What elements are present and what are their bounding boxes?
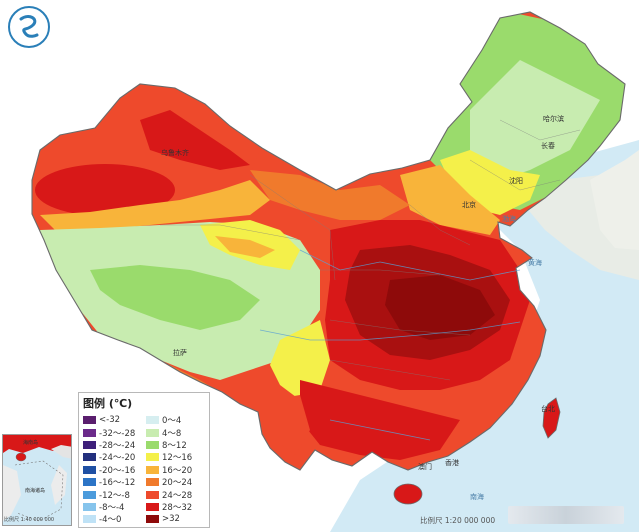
legend-swatch xyxy=(83,453,96,462)
legend-swatch xyxy=(146,478,159,487)
region-south-china xyxy=(300,380,460,460)
sea-label: 南海 xyxy=(470,493,484,501)
region-junggar-hot xyxy=(140,110,250,170)
legend-label: 28～32 xyxy=(162,502,193,513)
region-yangtze-extreme xyxy=(385,275,495,340)
region-qaidam-warm xyxy=(215,236,275,258)
inset-label: 海南岛 xyxy=(23,440,39,446)
legend-swatch xyxy=(146,515,159,524)
legend-item: -20～-16 xyxy=(83,464,142,476)
legend-swatch xyxy=(83,478,96,487)
inset-label: 南海诸岛 xyxy=(25,488,46,494)
legend-item: 20～24 xyxy=(146,476,205,488)
legend-label: <-32 xyxy=(99,415,121,426)
legend-swatch xyxy=(146,428,159,437)
region-yunnan-south xyxy=(270,395,310,455)
legend-label: -32～-28 xyxy=(99,428,136,439)
legend-label: -24～-20 xyxy=(99,453,136,464)
city-label: 沈阳 xyxy=(509,177,523,185)
legend-swatch xyxy=(146,502,159,511)
legend-label: >32 xyxy=(162,514,180,525)
legend-label: -28～-24 xyxy=(99,440,136,451)
city-label: 乌鲁木齐 xyxy=(161,149,189,157)
south-china-sea-inset: 海南岛 南海诸岛 比例尺 1:40 000 000 xyxy=(2,434,72,526)
legend-swatch xyxy=(146,416,159,425)
city-label: 长春 xyxy=(541,142,555,150)
legend-item: -16～-12 xyxy=(83,476,142,488)
legend-swatch xyxy=(146,440,159,449)
legend-grid: <-32 -32～-28 -28～-24 -24～-20 -20～-16 -16～-12-… xyxy=(83,414,205,526)
legend-label: -4～0 xyxy=(99,515,122,526)
sea-label: 黄海 xyxy=(528,259,542,267)
inset-map xyxy=(3,435,71,525)
legend-label: 12～16 xyxy=(162,453,193,464)
legend-swatch xyxy=(83,502,96,511)
region-northeast-cool xyxy=(470,60,600,180)
legend-item: 16～20 xyxy=(146,464,205,476)
legend-swatch xyxy=(83,515,96,524)
legend-label: -20～-16 xyxy=(99,465,136,476)
legend-swatch xyxy=(83,465,96,474)
scale-label: 比例尺 1:20 000 000 xyxy=(420,516,496,525)
legend-item: -12～-8 xyxy=(83,488,142,501)
legend-swatch xyxy=(146,490,159,499)
watermark-blur xyxy=(508,506,624,524)
legend-title: 图例 (℃) xyxy=(83,397,133,410)
legend-label: 20～24 xyxy=(162,478,193,489)
sea-label: 渤海 xyxy=(502,215,516,223)
inset-scale-caption: 比例尺 1:40 000 000 xyxy=(4,517,55,523)
legend-item: 8～12 xyxy=(146,439,205,451)
city-label: 香港 xyxy=(445,459,459,467)
china-outline xyxy=(31,11,626,471)
legend-label: -16～-12 xyxy=(99,478,136,489)
legend-swatch xyxy=(83,440,96,449)
legend-item: -32～-28 xyxy=(83,426,142,439)
legend-item: -4～0 xyxy=(83,513,142,525)
legend-swatch xyxy=(146,453,159,462)
city-label: 哈尔滨 xyxy=(543,115,564,123)
legend-label: -8～-4 xyxy=(99,502,125,513)
legend-item: -28～-24 xyxy=(83,439,142,451)
legend-swatch xyxy=(83,490,96,499)
region-tarim-hot xyxy=(35,164,175,216)
legend-item: 28～32 xyxy=(146,501,205,513)
region-tibet-inner xyxy=(90,265,260,330)
legend-item: <-32 xyxy=(83,414,142,426)
legend-item: 0～4 xyxy=(146,414,205,426)
legend: 图例 (℃) <-32 -32～-28 -28～-24 -24～-20 -20～-16 -… xyxy=(78,392,210,528)
city-label: 澳门 xyxy=(418,463,432,471)
taiwan-island xyxy=(542,397,561,439)
legend-swatch xyxy=(83,416,96,425)
legend-item: -8～-4 xyxy=(83,501,142,513)
city-label: 拉萨 xyxy=(173,349,187,357)
legend-label: -12～-8 xyxy=(99,490,130,501)
legend-item: -24～-20 xyxy=(83,451,142,463)
legend-item: >32 xyxy=(146,513,205,525)
hainan-island xyxy=(393,483,423,505)
legend-label: 24～28 xyxy=(162,490,193,501)
legend-swatch xyxy=(146,465,159,474)
legend-label: 0～4 xyxy=(162,416,182,427)
legend-label: 16～20 xyxy=(162,465,193,476)
legend-label: 8～12 xyxy=(162,440,187,451)
legend-swatch xyxy=(83,428,96,437)
legend-item: 12～16 xyxy=(146,451,205,463)
legend-item: 24～28 xyxy=(146,488,205,501)
neighbor-land xyxy=(590,150,639,250)
city-label: 台北 xyxy=(541,405,555,413)
city-label: 北京 xyxy=(462,201,476,209)
rivers xyxy=(259,249,521,441)
legend-label: 4～8 xyxy=(162,428,182,439)
region-kunlun xyxy=(40,180,270,235)
region-gansu xyxy=(250,170,410,220)
logo-icon xyxy=(8,6,50,48)
legend-item: 4～8 xyxy=(146,426,205,439)
